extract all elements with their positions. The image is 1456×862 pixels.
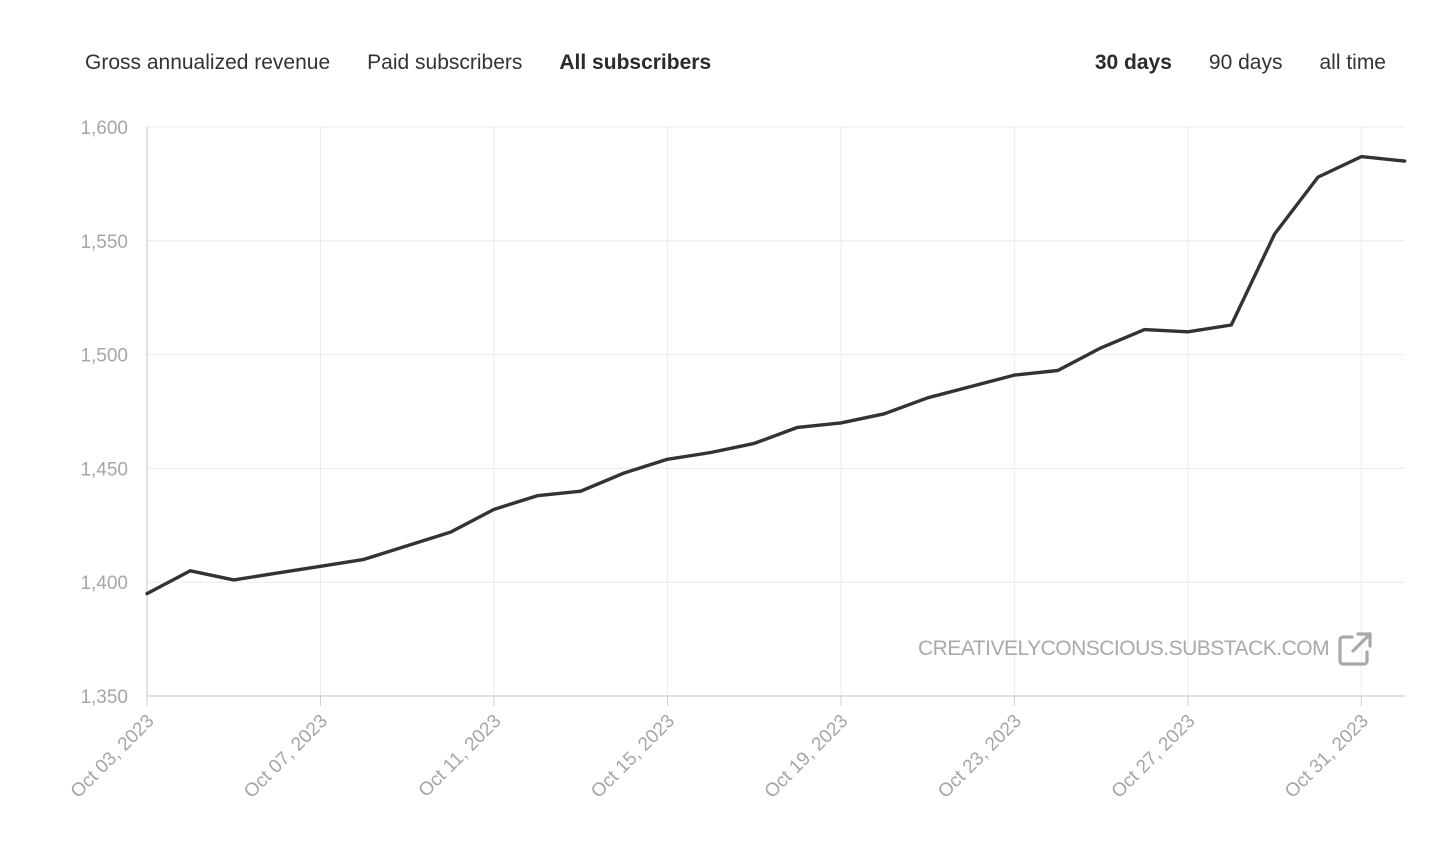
tab-all-time[interactable]: all time: [1319, 51, 1386, 74]
y-tick-label: 1,550: [80, 232, 128, 253]
data-point[interactable]: [1184, 328, 1192, 336]
tab-30-days[interactable]: 30 days: [1094, 51, 1172, 74]
data-point[interactable]: [403, 542, 411, 550]
y-tick-label: 1,400: [80, 573, 128, 594]
data-point[interactable]: [273, 569, 281, 577]
x-tick-label: Oct 31, 2023: [1281, 711, 1373, 803]
data-point[interactable]: [1271, 230, 1279, 238]
x-tick-label: Oct 07, 2023: [240, 711, 332, 803]
data-point[interactable]: [837, 419, 845, 427]
tab-paid-subscribers[interactable]: Paid subscribers: [367, 51, 523, 74]
range-tabs: 30 days 90 days all time: [1095, 47, 1386, 79]
y-tick-label: 1,500: [80, 346, 128, 367]
x-tick-label: Oct 15, 2023: [587, 711, 679, 803]
data-point[interactable]: [794, 423, 802, 431]
data-point[interactable]: [750, 439, 758, 447]
data-point[interactable]: [577, 487, 585, 495]
data-point[interactable]: [317, 562, 325, 570]
data-point[interactable]: [1010, 371, 1018, 379]
data-point[interactable]: [880, 410, 888, 418]
external-link-icon: [1338, 632, 1372, 666]
data-point[interactable]: [707, 449, 715, 457]
y-tick-label: 1,350: [80, 687, 128, 708]
data-point[interactable]: [186, 567, 194, 575]
data-point[interactable]: [143, 590, 151, 598]
data-point[interactable]: [1097, 344, 1105, 352]
data-point[interactable]: [620, 469, 628, 477]
data-point[interactable]: [490, 505, 498, 513]
series-layer: [143, 153, 1409, 598]
data-point[interactable]: [924, 394, 932, 402]
data-point[interactable]: [1357, 153, 1365, 161]
tab-gross-annualized-revenue[interactable]: Gross annualized revenue: [85, 51, 331, 74]
watermark-text: CREATIVELYCONSCIOUS.SUBSTACK.COM: [918, 637, 1330, 660]
y-tick-label: 1,450: [80, 459, 128, 480]
tab-90-days[interactable]: 90 days: [1208, 51, 1283, 74]
x-axis-ticks: Oct 03, 2023 Oct 07, 2023 Oct 11, 2023 Oct …: [67, 711, 1373, 803]
data-point[interactable]: [1401, 157, 1409, 165]
watermark-link[interactable]: CREATIVELYCONSCIOUS.SUBSTACK.COM: [918, 631, 1373, 667]
x-tick-label: Oct 23, 2023: [934, 711, 1026, 803]
x-tick-label: Oct 11, 2023: [415, 711, 506, 802]
y-tick-label: 1,600: [80, 118, 128, 139]
data-point[interactable]: [230, 576, 238, 584]
data-point[interactable]: [533, 492, 541, 500]
data-point[interactable]: [1227, 321, 1235, 329]
x-tick-label: Oct 03, 2023: [67, 711, 159, 803]
grid-layer: [147, 126, 1405, 696]
x-tick-label: Oct 19, 2023: [761, 711, 853, 803]
x-tick-label: Oct 27, 2023: [1108, 711, 1200, 803]
data-point[interactable]: [967, 383, 975, 391]
data-point[interactable]: [447, 528, 455, 536]
subscribers-series-line: [145, 154, 1407, 596]
axis-layer: [146, 127, 1405, 706]
tab-all-subscribers[interactable]: All subscribers: [559, 51, 712, 74]
data-point[interactable]: [1141, 326, 1149, 334]
data-point[interactable]: [1054, 367, 1062, 375]
data-point[interactable]: [360, 555, 368, 563]
data-point[interactable]: [1314, 173, 1322, 181]
data-point[interactable]: [663, 455, 671, 463]
metric-tabs: Gross annualized revenue Paid subscriber…: [85, 47, 711, 79]
chart-header: Gross annualized revenue Paid subscriber…: [0, 0, 1456, 110]
y-axis-ticks: 1,350 1,400 1,450 1,500 1,550 1,600: [80, 118, 128, 708]
